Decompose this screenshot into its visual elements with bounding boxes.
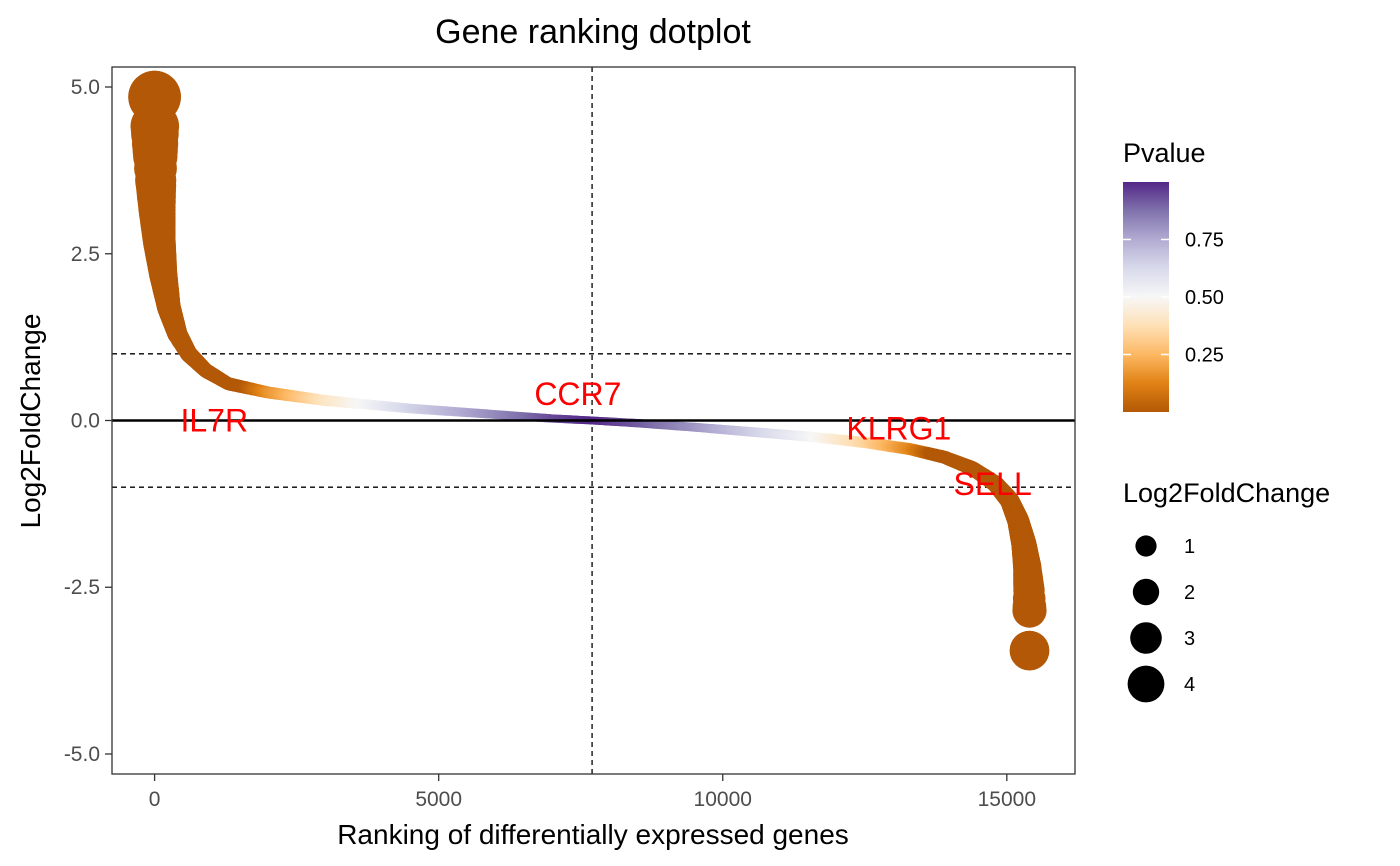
size-legend-key (1135, 535, 1157, 557)
x-tick-label: 10000 (694, 788, 752, 811)
data-point (128, 70, 181, 124)
size-legend-title: Log2FoldChange (1123, 478, 1330, 508)
data-point (1012, 593, 1047, 628)
pvalue-legend-title: Pvalue (1123, 138, 1206, 168)
chart-title: Gene ranking dotplot (435, 13, 751, 51)
colorbar-tick-label: 0.50 (1185, 287, 1224, 309)
gene-label-sell: SELL (953, 466, 1031, 502)
y-tick-label: 0.0 (71, 410, 100, 433)
size-legend-label: 1 (1184, 536, 1195, 558)
x-tick-label: 5000 (415, 788, 462, 811)
y-axis-label: Log2FoldChange (15, 314, 46, 529)
pvalue-legend: Pvalue 0.75 0.50 0.25 (1123, 138, 1224, 412)
size-legend-key (1132, 578, 1160, 606)
y-tick-label: 2.5 (71, 243, 100, 266)
x-axis: 0 5000 10000 15000 (149, 774, 1036, 811)
y-tick-label: -2.5 (64, 576, 100, 599)
colorbar-tick-label: 0.25 (1185, 345, 1224, 367)
size-legend-label: 3 (1184, 628, 1195, 650)
size-legend-key (1127, 665, 1165, 703)
size-legend-key (1130, 622, 1162, 654)
size-legend-label: 2 (1184, 582, 1195, 604)
data-point (1009, 630, 1050, 671)
gene-label-il7r: IL7R (180, 403, 248, 439)
y-axis: 5.0 2.5 0.0 -2.5 -5.0 (64, 76, 112, 766)
size-legend-label: 4 (1184, 674, 1195, 696)
data-point (132, 127, 178, 173)
colorbar-tick-label: 0.75 (1185, 230, 1224, 252)
size-legend: Log2FoldChange 1 2 3 4 (1123, 478, 1330, 703)
gene-label-klrg1: KLRG1 (846, 411, 951, 447)
x-tick-label: 0 (149, 788, 161, 811)
y-tick-label: -5.0 (64, 743, 100, 766)
x-axis-label: Ranking of differentially expressed gene… (337, 819, 849, 850)
data-points (128, 70, 1050, 671)
x-tick-label: 15000 (978, 788, 1036, 811)
y-tick-label: 5.0 (71, 76, 100, 99)
gene-label-ccr7: CCR7 (534, 376, 621, 412)
